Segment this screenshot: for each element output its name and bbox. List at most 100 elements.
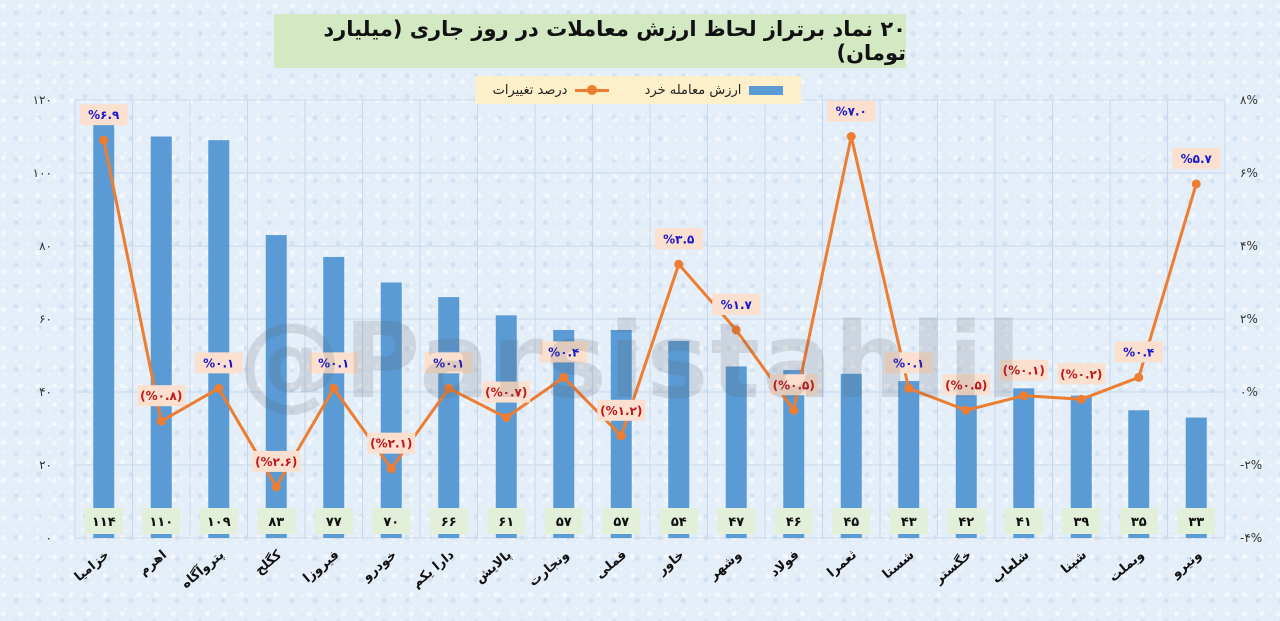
bar-value-label: ۱۱۰ (149, 515, 173, 530)
line-point (559, 372, 569, 382)
bar-value-box (544, 508, 583, 534)
y2-tick-label: ۰% (1240, 385, 1258, 399)
percent-label: %۰.۴ (1123, 345, 1154, 359)
bar-value-box (947, 508, 986, 534)
bar (93, 121, 115, 539)
percent-label-box (367, 432, 416, 454)
category-label: خاور (654, 548, 687, 579)
bar-value-box (717, 508, 756, 534)
line-point (444, 383, 454, 393)
percent-label-box (539, 341, 588, 363)
bar (1013, 388, 1035, 538)
percent-label: (%۰.۵) (945, 378, 987, 392)
line-point (674, 259, 684, 269)
percent-label-box (424, 352, 473, 374)
bar (1128, 410, 1150, 538)
right-axis: -۴% -۲% ۰% ۲% ۴% ۶% ۸% (1240, 93, 1262, 545)
bar-value-box (1004, 508, 1043, 534)
bar (150, 136, 172, 538)
category-label: ونيرو (1168, 548, 1205, 582)
category-label: خزاميا (72, 548, 112, 585)
line-point (1019, 391, 1029, 401)
legend-bars-label: ارزش معامله خرد (644, 82, 742, 98)
percent-label: %۷.۰ (836, 105, 867, 119)
percent-label: %۰.۱ (433, 356, 464, 370)
category-label: فيروزا (301, 548, 343, 586)
y-tick-label: ۰ (46, 531, 52, 545)
percent-label-box (884, 352, 933, 374)
y2-tick-label: ۴% (1240, 239, 1258, 253)
percent-label: (%۰.۸) (140, 389, 182, 403)
line-point (789, 405, 799, 415)
legend-bar-swatch (749, 85, 784, 95)
bar-value-box (487, 508, 526, 534)
bar-value-box (602, 508, 641, 534)
category-label: شلعاب (989, 548, 1032, 587)
bar-value-label: ۸۳ (268, 515, 284, 530)
line-point (214, 383, 224, 393)
bar-value-box (1119, 508, 1158, 534)
percent-label: %۱.۷ (721, 298, 753, 312)
category-label: پتروآگاه (177, 546, 227, 592)
bar-value-label: ۵۷ (613, 515, 629, 530)
line-point (616, 431, 626, 441)
category-label: دارا يكم (409, 547, 457, 591)
percent-label: (%۰.۱) (1003, 364, 1045, 378)
category-label: شپنا (1059, 548, 1090, 578)
bar-value-label: ۴۵ (843, 515, 859, 530)
category-label: خودرو (359, 548, 400, 586)
percent-label: (%۰.۷) (485, 386, 527, 400)
percent-label: %۰.۱ (893, 356, 924, 370)
line-point (1134, 372, 1144, 382)
line-point (961, 405, 971, 415)
percent-label-box (769, 374, 818, 396)
percent-label-box (597, 399, 646, 421)
category-label: پالايش (472, 548, 514, 587)
line-point (329, 383, 339, 393)
legend-line-label: درصد تغییرات (492, 82, 568, 98)
y-tick-label: ۸۰ (39, 239, 52, 253)
bar-value-box (257, 508, 296, 534)
y2-tick-label: -۴% (1240, 531, 1262, 545)
bar-value-label: ۴۷ (728, 515, 744, 530)
percent-label-box (1057, 363, 1106, 385)
bar-value-label: ۳۵ (1131, 515, 1147, 530)
y-tick-label: ۴۰ (39, 385, 52, 399)
line-point (386, 464, 396, 474)
bar-value-box (889, 508, 928, 534)
percent-label-box (712, 293, 761, 315)
bar-value-box (832, 508, 871, 534)
percent-label: (%۲.۶) (255, 455, 297, 469)
category-label: وشهر (706, 548, 745, 584)
bar (1070, 395, 1092, 538)
y-tick-label: ۲۰ (39, 458, 52, 472)
percent-label: (%۰.۲) (1060, 367, 1102, 381)
legend: ارزش معامله خرد درصد تغییرات (475, 76, 801, 104)
category-label: فملی (593, 548, 630, 582)
bar-value-label: ۶۶ (441, 515, 457, 530)
bar-value-box (429, 508, 468, 534)
bar (495, 315, 517, 538)
left-axis: ۰ ۲۰ ۴۰ ۶۰ ۸۰ ۱۰۰ ۱۲۰ (33, 93, 52, 545)
grid-lines (74, 99, 1226, 539)
legend-item-bars: ارزش معامله خرد (645, 83, 784, 98)
percent-label: %۰.۱ (318, 356, 349, 370)
line-point (1191, 179, 1201, 189)
percent-label: %۶.۹ (88, 108, 120, 122)
line-point (271, 482, 281, 492)
category-label: اهرم (136, 548, 169, 579)
bar-value-box (1062, 508, 1101, 534)
legend-item-line: درصد تغییرات (493, 83, 610, 98)
category-label: ثعمرا (825, 548, 860, 581)
bar (1185, 417, 1207, 538)
percent-label-box (137, 385, 186, 407)
bar-value-box (314, 508, 353, 534)
bar-value-box (84, 508, 123, 534)
bar (208, 140, 230, 538)
bar (725, 366, 747, 538)
y2-tick-label: -۲% (1240, 458, 1262, 472)
bar-value-label: ۳۹ (1073, 515, 1089, 530)
category-label: خگستر (930, 547, 974, 588)
y-tick-label: ۱۲۰ (33, 93, 52, 107)
